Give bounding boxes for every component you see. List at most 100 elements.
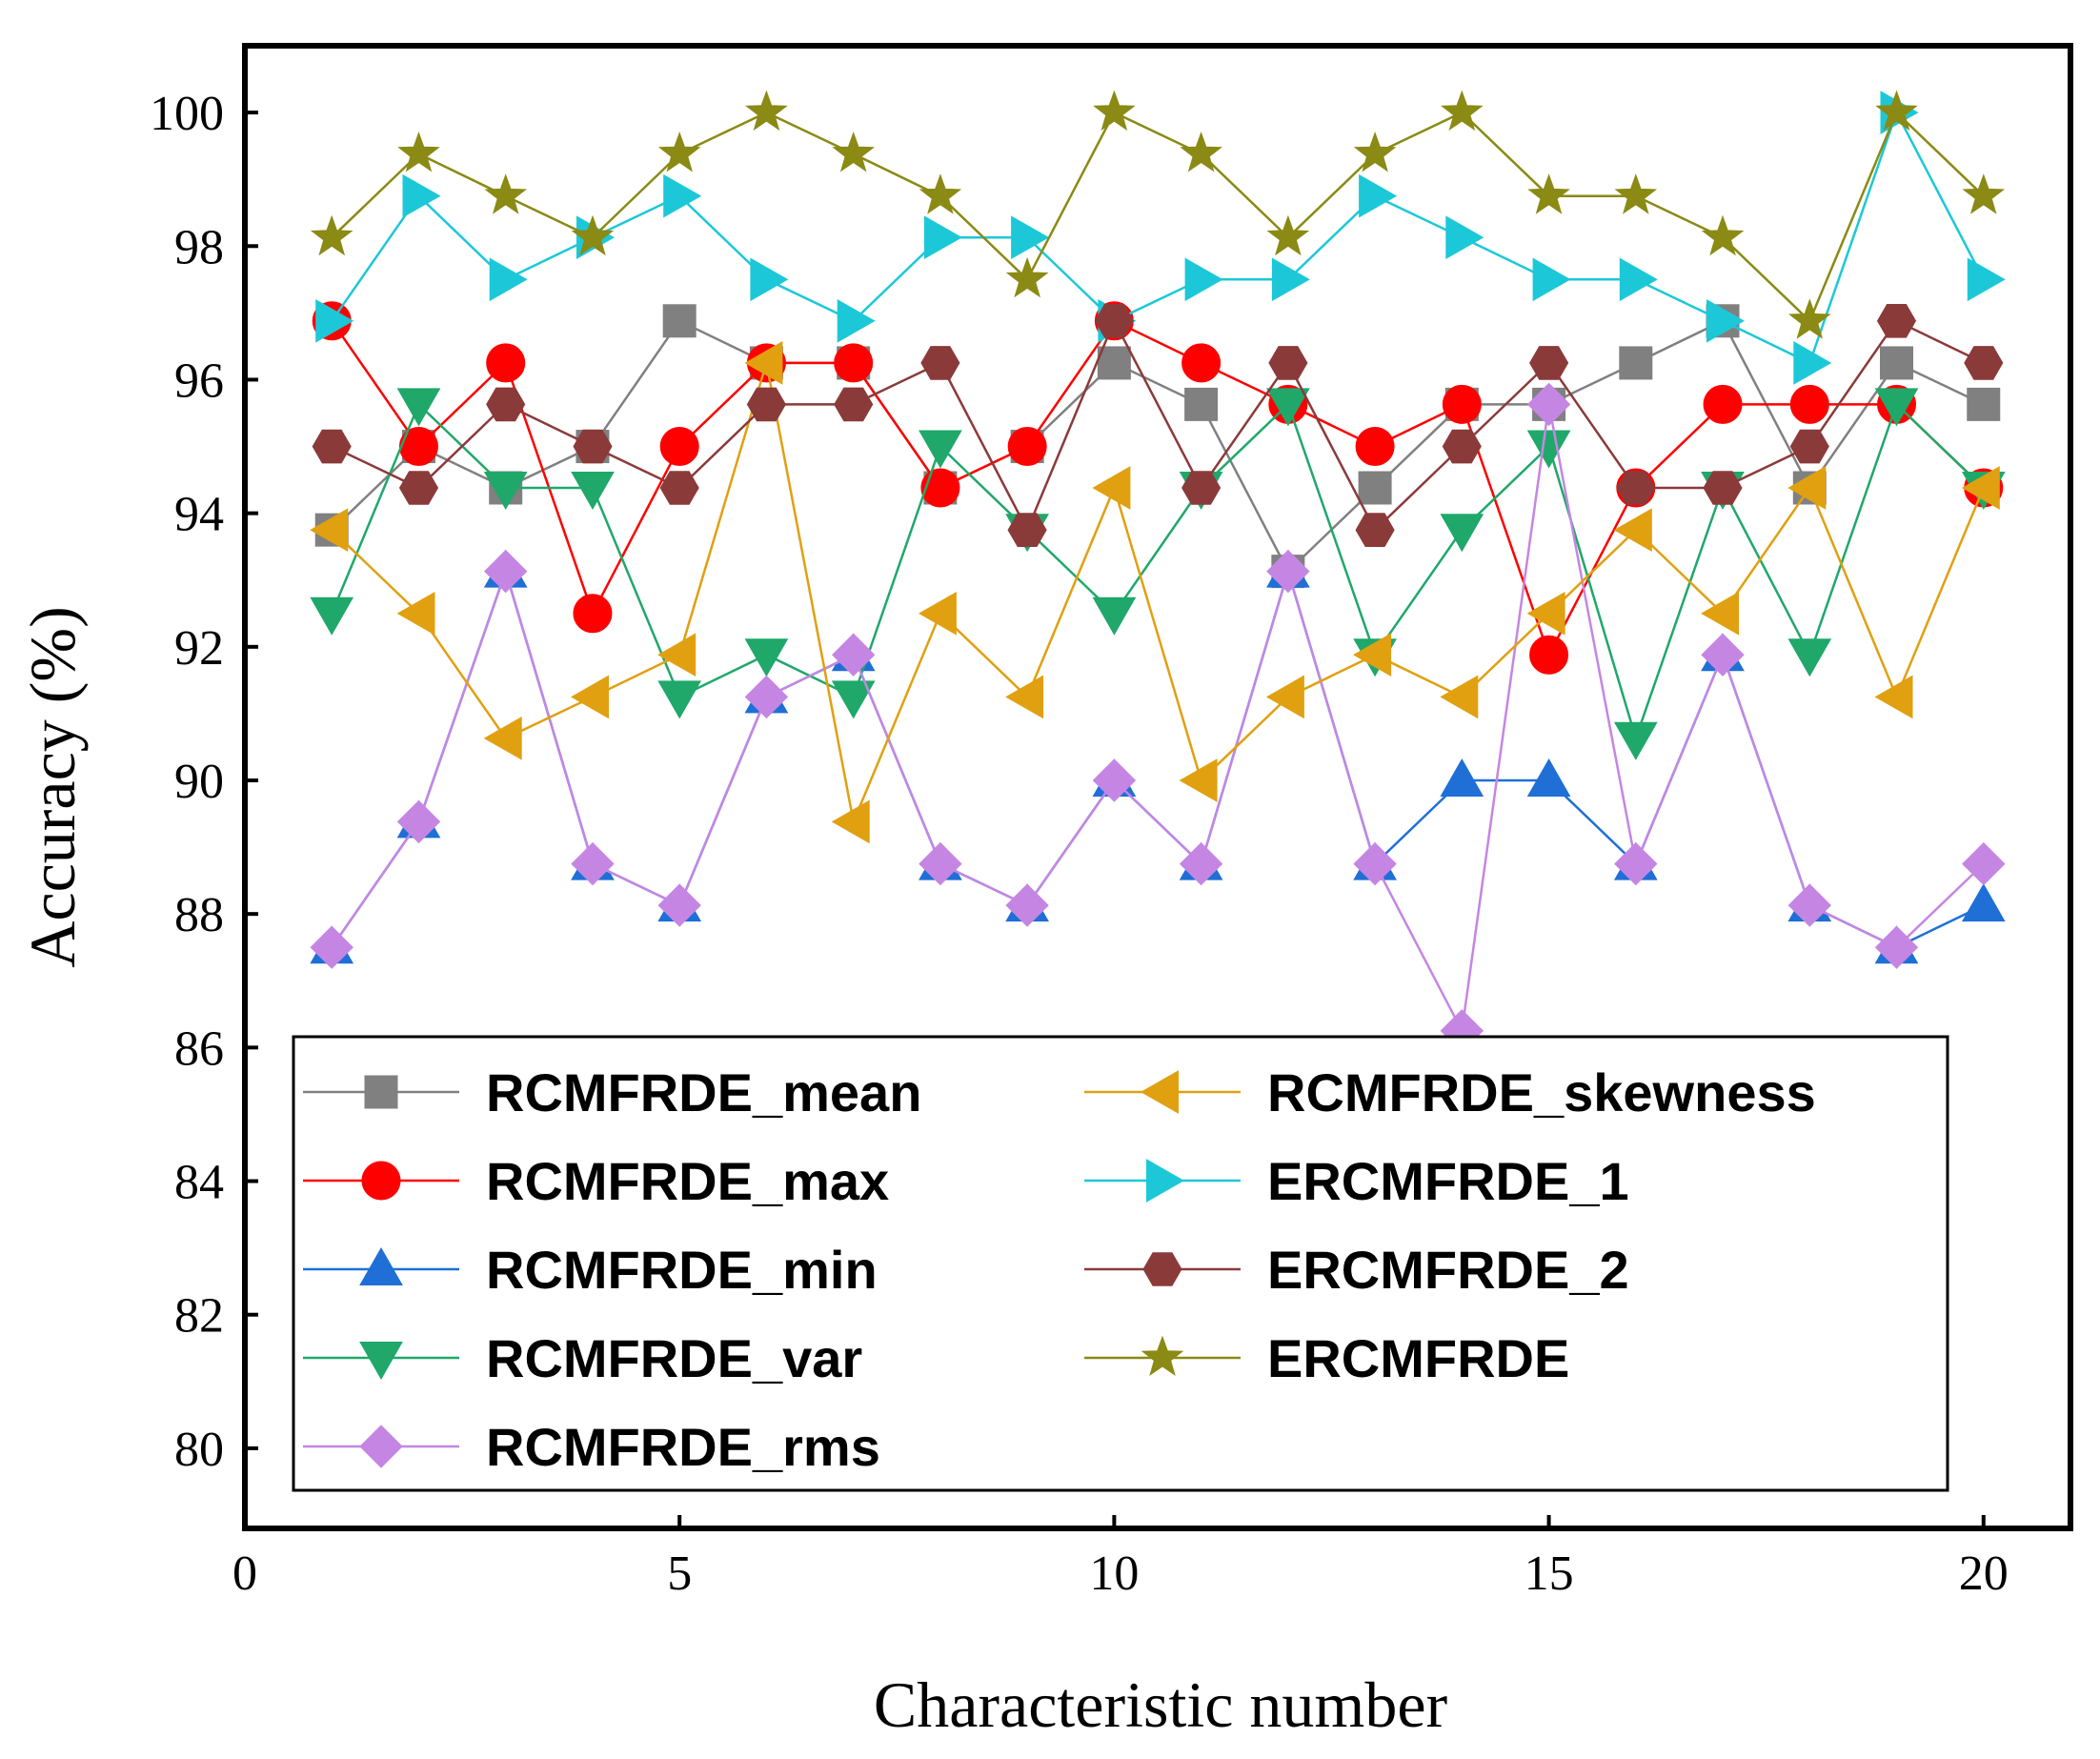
data-point-ERCMFRDE_2 (1094, 304, 1134, 338)
data-point-ERCMFRDE_2 (312, 429, 352, 464)
series-line-RCMFRDE_var (331, 402, 1985, 742)
data-point-ERCMFRDE_1 (923, 215, 962, 260)
data-point-ERCMFRDE_1 (1011, 215, 1050, 260)
data-point-RCMFRDE_skewness (744, 341, 783, 385)
legend-label: RCMFRDE_skewness (1267, 1062, 1816, 1122)
data-point-RCMFRDE_var (919, 430, 962, 469)
data-point-RCMFRDE_rms (483, 549, 528, 594)
data-point-ERCMFRDE_2 (1268, 346, 1308, 380)
y-axis-label: Accuracy (%) (16, 606, 89, 967)
data-point-ERCMFRDE (1875, 90, 1918, 131)
legend-label: ERCMFRDE_1 (1267, 1151, 1629, 1211)
legend-swatch-marker (1141, 1335, 1184, 1376)
data-point-RCMFRDE_mean (1358, 471, 1392, 505)
data-point-ERCMFRDE_2 (1442, 429, 1482, 464)
x-tick-label: 0 (232, 1547, 257, 1601)
data-point-RCMFRDE_max (573, 594, 613, 634)
data-point-ERCMFRDE (1353, 131, 1397, 172)
data-point-ERCMFRDE_2 (486, 387, 526, 422)
data-point-RCMFRDE_var (1266, 388, 1310, 427)
data-point-ERCMFRDE_1 (1184, 257, 1223, 302)
data-point-RCMFRDE_mean (1880, 346, 1914, 380)
data-point-RCMFRDE_skewness (1092, 466, 1131, 510)
data-point-RCMFRDE_skewness (1265, 675, 1304, 719)
data-point-ERCMFRDE_1 (663, 173, 702, 218)
data-point-RCMFRDE_mean (1619, 346, 1653, 380)
legend-label: RCMFRDE_rms (486, 1417, 880, 1477)
data-point-RCMFRDE_skewness (1005, 675, 1044, 719)
data-point-RCMFRDE_max (1007, 427, 1047, 467)
data-point-RCMFRDE_var (657, 680, 702, 719)
y-tick-label: 86 (174, 1021, 224, 1076)
data-point-RCMFRDE_max (1442, 384, 1482, 424)
data-point-RCMFRDE_skewness (1787, 466, 1827, 510)
data-point-RCMFRDE_rms (396, 799, 441, 844)
data-point-RCMFRDE_var (1526, 430, 1571, 469)
data-point-RCMFRDE_skewness (1874, 675, 1913, 719)
legend-swatch-marker (1142, 1252, 1182, 1286)
data-point-RCMFRDE_rms (1092, 758, 1137, 802)
data-point-RCMFRDE_max (920, 468, 960, 508)
legend-label: ERCMFRDE_2 (1267, 1240, 1629, 1300)
data-point-RCMFRDE_skewness (1526, 591, 1565, 636)
data-point-RCMFRDE_var (1613, 721, 1658, 760)
data-point-ERCMFRDE_1 (1793, 341, 1832, 385)
data-point-RCMFRDE_skewness (918, 591, 957, 636)
data-point-ERCMFRDE (571, 214, 615, 256)
data-point-RCMFRDE_max (1181, 343, 1222, 383)
data-point-RCMFRDE_mean (1967, 387, 2001, 421)
data-point-RCMFRDE_var (744, 638, 789, 677)
data-point-ERCMFRDE (1701, 214, 1745, 256)
legend-label: RCMFRDE_max (486, 1151, 889, 1211)
data-point-RCMFRDE_min (1526, 758, 1571, 797)
data-point-ERCMFRDE (1614, 173, 1658, 214)
legend-swatch-marker (1146, 1159, 1185, 1203)
data-point-ERCMFRDE_1 (1445, 215, 1484, 260)
legend-swatch-marker (364, 1075, 398, 1109)
data-point-RCMFRDE_rms (1962, 841, 2006, 886)
data-point-RCMFRDE_max (1529, 635, 1569, 675)
data-point-RCMFRDE_var (1874, 388, 1919, 427)
data-point-RCMFRDE_var (396, 388, 441, 427)
data-point-RCMFRDE_var (1787, 638, 1832, 677)
data-point-RCMFRDE_skewness (396, 591, 435, 636)
data-point-RCMFRDE_max (1355, 427, 1395, 467)
data-point-ERCMFRDE_2 (1529, 346, 1569, 380)
data-point-ERCMFRDE (1005, 256, 1049, 298)
series-line-RCMFRDE_max (331, 319, 1985, 658)
y-tick-label: 100 (150, 87, 224, 141)
data-point-RCMFRDE_var (310, 596, 354, 636)
data-point-ERCMFRDE (1266, 214, 1310, 256)
data-point-RCMFRDE_skewness (1353, 633, 1392, 677)
data-point-RCMFRDE_var (571, 472, 615, 511)
data-point-RCMFRDE_skewness (1961, 466, 2000, 510)
y-tick-label: 82 (174, 1289, 224, 1344)
data-point-RCMFRDE_rms (1701, 633, 1745, 677)
series-layer (310, 90, 2006, 1053)
data-point-RCMFRDE_skewness (483, 716, 522, 760)
data-point-ERCMFRDE (1527, 173, 1570, 214)
data-point-RCMFRDE_mean (1184, 387, 1219, 421)
legend-swatch-marker (1140, 1070, 1179, 1114)
data-point-ERCMFRDE (1962, 173, 2006, 214)
data-point-ERCMFRDE_2 (1355, 513, 1395, 547)
y-tick-label: 84 (174, 1156, 224, 1210)
data-point-ERCMFRDE_1 (1706, 298, 1746, 343)
x-axis-label: Characteristic number (874, 1668, 1448, 1741)
y-tick-label: 94 (174, 488, 224, 542)
data-point-ERCMFRDE_1 (1619, 257, 1658, 302)
data-point-ERCMFRDE_1 (750, 257, 789, 302)
data-point-ERCMFRDE_1 (837, 298, 876, 343)
y-tick-label: 88 (174, 888, 224, 942)
legend-swatch-marker (359, 1425, 403, 1468)
data-point-RCMFRDE_rms (919, 841, 962, 886)
legend-label: RCMFRDE_var (486, 1328, 862, 1388)
data-point-ERCMFRDE (1093, 90, 1136, 131)
x-tick-label: 20 (1959, 1547, 2009, 1601)
y-tick-label: 90 (174, 755, 224, 809)
data-point-RCMFRDE_rms (1266, 549, 1310, 594)
data-point-ERCMFRDE_1 (315, 298, 354, 343)
data-point-RCMFRDE_skewness (1179, 758, 1218, 802)
